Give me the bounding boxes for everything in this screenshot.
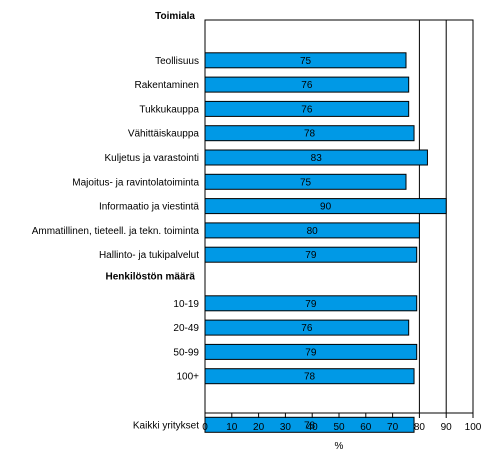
bar bbox=[204, 319, 410, 336]
bar bbox=[204, 149, 428, 166]
category-label: Hallinto- ja tukipalvelut bbox=[99, 250, 199, 261]
group-heading: Henkilöstön määrä bbox=[106, 272, 196, 283]
category-label: Kaikki yritykset bbox=[133, 420, 199, 431]
x-tick-label: 30 bbox=[280, 422, 292, 433]
data-label: 80 bbox=[307, 226, 319, 237]
bar bbox=[204, 222, 420, 239]
x-tick-label: 60 bbox=[360, 422, 372, 433]
group-heading: Toimiala bbox=[155, 11, 195, 22]
category-label: Teollisuus bbox=[155, 56, 199, 67]
data-label: 76 bbox=[301, 80, 313, 91]
x-tick-label: 70 bbox=[387, 422, 399, 433]
data-label: 79 bbox=[305, 250, 317, 261]
data-label: 75 bbox=[300, 56, 312, 67]
x-tick-label: 80 bbox=[414, 422, 426, 433]
bar bbox=[204, 295, 418, 312]
data-label: 79 bbox=[305, 347, 317, 358]
data-label: 78 bbox=[304, 372, 316, 383]
category-label: Ammatillinen, tieteell. ja tekn. toimint… bbox=[32, 226, 200, 237]
category-label: 10-19 bbox=[173, 299, 199, 310]
x-tick-label: 90 bbox=[441, 422, 453, 433]
category-label: 50-99 bbox=[173, 347, 199, 358]
x-axis-label: % bbox=[335, 441, 344, 452]
bars bbox=[204, 52, 447, 433]
category-label: 100+ bbox=[176, 372, 199, 383]
bar bbox=[204, 343, 418, 360]
bar bbox=[204, 173, 407, 190]
category-label: 20-49 bbox=[173, 323, 199, 334]
data-label: 78 bbox=[304, 420, 316, 431]
x-tick-label: 20 bbox=[253, 422, 265, 433]
x-tick-label: 0 bbox=[202, 422, 208, 433]
category-label: Informaatio ja viestintä bbox=[99, 202, 199, 213]
bar bbox=[204, 246, 418, 263]
x-tick-label: 100 bbox=[465, 422, 482, 433]
bar bbox=[204, 125, 415, 142]
category-label: Majoitus- ja ravintolatoiminta bbox=[72, 177, 199, 188]
bar bbox=[204, 198, 447, 215]
bar bbox=[204, 76, 410, 93]
x-tick-label: 10 bbox=[226, 422, 238, 433]
data-label: 76 bbox=[301, 323, 313, 334]
data-label: 76 bbox=[301, 104, 313, 115]
x-tick-label: 40 bbox=[307, 422, 319, 433]
category-label: Tukkukauppa bbox=[139, 104, 199, 115]
data-label: 75 bbox=[300, 177, 312, 188]
category-labels: Toimiala Teollisuus Rakentaminen Tukkukaupp… bbox=[32, 11, 200, 431]
data-label: 90 bbox=[320, 202, 332, 213]
x-tick-label: 50 bbox=[333, 422, 345, 433]
category-label: Vähittäiskauppa bbox=[128, 129, 200, 140]
category-label: Kuljetus ja varastointi bbox=[105, 153, 200, 164]
data-label: 83 bbox=[311, 153, 323, 164]
data-labels: 75 76 76 78 83 75 90 80 79 79 76 79 78 78 bbox=[300, 56, 332, 431]
bar bbox=[204, 416, 415, 433]
data-label: 78 bbox=[304, 129, 316, 140]
category-label: Rakentaminen bbox=[135, 80, 199, 91]
bar bbox=[204, 368, 415, 385]
data-label: 79 bbox=[305, 299, 317, 310]
bar bbox=[204, 100, 410, 117]
x-axis: 0 10 20 30 40 50 60 70 80 90 100% bbox=[202, 413, 482, 452]
bar bbox=[204, 52, 407, 69]
